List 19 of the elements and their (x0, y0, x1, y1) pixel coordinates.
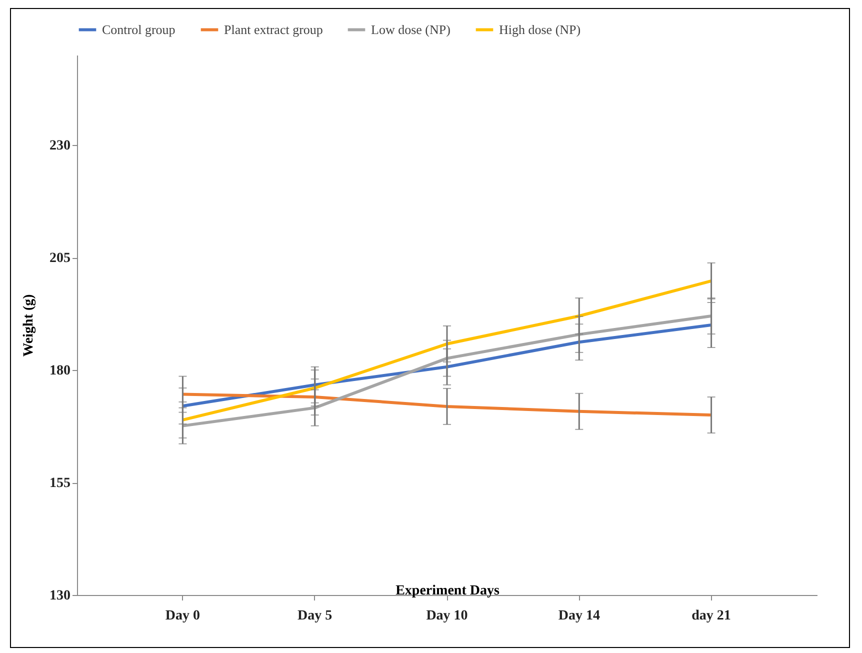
y-tick-label: 180 (50, 364, 70, 378)
x-tick-label: Day 0 (165, 608, 200, 624)
x-tick-label: day 21 (692, 608, 731, 624)
legend-label: High dose (NP) (499, 22, 581, 37)
y-tick-label: 230 (50, 138, 70, 154)
y-axis-title: Weight (g) (22, 294, 36, 357)
line-series (181, 392, 713, 416)
x-tick-label: Day 10 (426, 608, 468, 624)
x-tick-label: Day 14 (558, 608, 600, 624)
x-axis-title: Experiment Days (396, 584, 500, 598)
y-tick-label: 130 (50, 588, 70, 604)
line-series (181, 279, 713, 422)
y-tick-label: 155 (50, 476, 70, 491)
line-series (181, 314, 713, 428)
legend-label: Plant extract group (224, 22, 323, 37)
x-tick-label: Day 5 (298, 608, 332, 624)
legend-label: Control group (102, 22, 176, 37)
y-tick-label: 205 (50, 251, 70, 266)
legend-label: Low dose (NP) (371, 22, 450, 37)
